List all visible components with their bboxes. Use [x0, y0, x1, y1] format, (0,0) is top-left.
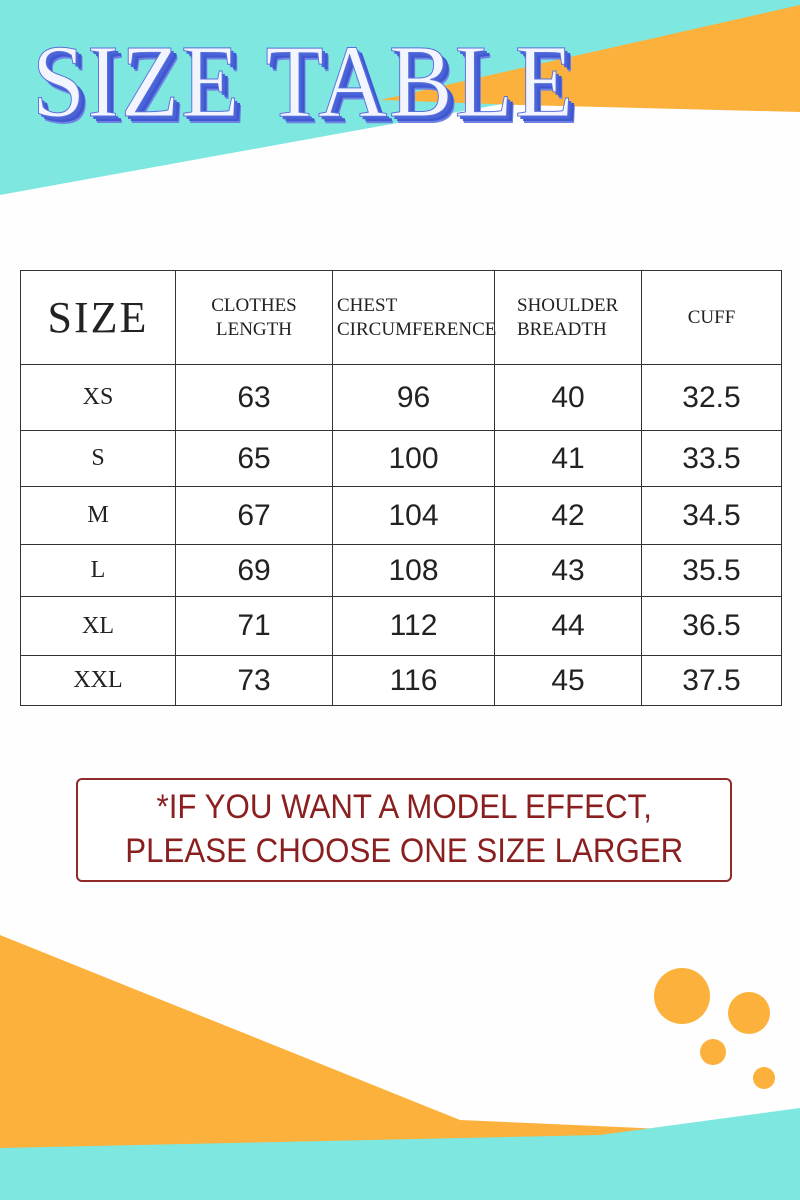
sizing-note-line2: PLEASE CHOOSE ONE SIZE LARGER: [124, 832, 683, 870]
cuff-cell: 33.5: [641, 430, 782, 487]
top-orange-stripe: [380, 5, 800, 112]
clothes-length-cell: 63: [175, 364, 333, 431]
chest-cell: 100: [332, 430, 495, 487]
size-table: SIZE CLOTHES LENGTH CHEST CIRCUMFERENCE SH…: [20, 270, 782, 706]
size-cell: M: [20, 486, 176, 545]
table-row: L 69 108 43 35.5: [20, 544, 782, 597]
cuff-cell: 35.5: [641, 544, 782, 597]
sizing-note: *IF YOU WANT A MODEL EFFECT, PLEASE CHOO…: [76, 778, 732, 882]
header-shoulder-breadth: SHOULDER BREADTH: [494, 270, 642, 365]
table-row: XS 63 96 40 32.5: [20, 364, 782, 431]
header-chest-circumference: CHEST CIRCUMFERENCE: [332, 270, 496, 365]
cuff-cell: 34.5: [641, 486, 782, 545]
header-cuff: CUFF: [641, 270, 782, 365]
decor-dot: [753, 1067, 775, 1089]
table-row: M 67 104 42 34.5: [20, 486, 782, 545]
size-cell: L: [20, 544, 176, 597]
size-cell: XXL: [20, 655, 176, 706]
cuff-cell: 37.5: [641, 655, 782, 706]
bottom-teal-band: [0, 1108, 800, 1200]
chest-cell: 112: [332, 596, 495, 656]
clothes-length-cell: 69: [175, 544, 333, 597]
page-title: SIZE TABLE: [32, 24, 576, 139]
clothes-length-cell: 71: [175, 596, 333, 656]
chest-cell: 116: [332, 655, 495, 706]
shoulder-cell: 41: [494, 430, 642, 487]
table-row: S 65 100 41 33.5: [20, 430, 782, 487]
shoulder-cell: 42: [494, 486, 642, 545]
decor-dot: [728, 992, 770, 1034]
shoulder-cell: 45: [494, 655, 642, 706]
decor-dot: [654, 968, 710, 1024]
clothes-length-cell: 65: [175, 430, 333, 487]
shoulder-cell: 44: [494, 596, 642, 656]
chest-cell: 96: [332, 364, 495, 431]
table-row: XXL 73 116 45 37.5: [20, 655, 782, 706]
cuff-cell: 32.5: [641, 364, 782, 431]
chest-cell: 104: [332, 486, 495, 545]
cuff-cell: 36.5: [641, 596, 782, 656]
clothes-length-cell: 73: [175, 655, 333, 706]
size-cell: XL: [20, 596, 176, 656]
sizing-note-line1: *IF YOU WANT A MODEL EFFECT,: [156, 788, 652, 827]
clothes-length-cell: 67: [175, 486, 333, 545]
size-cell: XS: [20, 364, 176, 431]
bottom-orange-band: [0, 935, 800, 1200]
header-size: SIZE: [20, 270, 176, 365]
chest-cell: 108: [332, 544, 495, 597]
table-header-row: SIZE CLOTHES LENGTH CHEST CIRCUMFERENCE SH…: [20, 270, 782, 365]
decor-dot: [700, 1039, 726, 1065]
header-clothes-length: CLOTHES LENGTH: [175, 270, 333, 365]
shoulder-cell: 43: [494, 544, 642, 597]
size-cell: S: [20, 430, 176, 487]
table-row: XL 71 112 44 36.5: [20, 596, 782, 656]
shoulder-cell: 40: [494, 364, 642, 431]
